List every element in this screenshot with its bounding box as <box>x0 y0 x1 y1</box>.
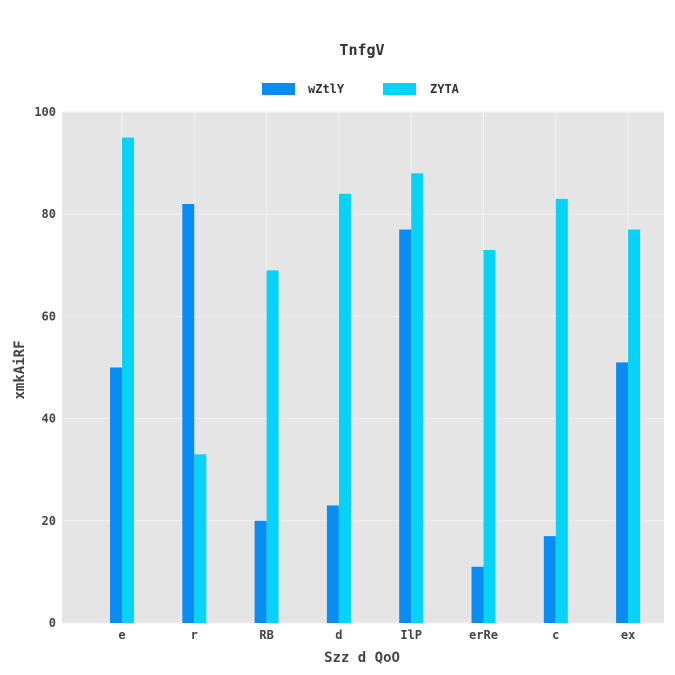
legend-swatch-ZYTA[interactable] <box>383 83 416 95</box>
bar-ZYTA-erRe[interactable] <box>484 250 496 623</box>
chart-title: TnfgV <box>339 41 384 59</box>
bar-wZtlY-IlP[interactable] <box>399 230 411 623</box>
y-tick-label: 0 <box>49 616 56 630</box>
x-tick-label: d <box>335 628 342 642</box>
y-tick-label: 60 <box>42 309 56 323</box>
y-tick-labels: 0 20 40 60 80 100 <box>34 105 56 630</box>
bar-wZtlY-RB[interactable] <box>255 521 267 623</box>
legend-label-wZtlY[interactable]: wZtlY <box>308 82 345 96</box>
bar-ZYTA-e[interactable] <box>122 138 134 623</box>
y-tick-label: 100 <box>34 105 56 119</box>
bar-ZYTA-r[interactable] <box>194 454 206 623</box>
x-tick-label: RB <box>259 628 273 642</box>
y-tick-label: 80 <box>42 207 56 221</box>
x-tick-labels: e r RB d IlP erRe c ex <box>118 628 635 642</box>
legend-label-ZYTA[interactable]: ZYTA <box>430 82 460 96</box>
y-tick-label: 20 <box>42 514 56 528</box>
bar-ZYTA-c[interactable] <box>556 199 568 623</box>
x-tick-label: r <box>191 628 198 642</box>
x-tick-label: ex <box>621 628 635 642</box>
x-tick-label: e <box>118 628 125 642</box>
bar-wZtlY-c[interactable] <box>544 536 556 623</box>
bar-ZYTA-ex[interactable] <box>628 230 640 623</box>
y-tick-label: 40 <box>42 412 56 426</box>
bar-wZtlY-r[interactable] <box>182 204 194 623</box>
bar-wZtlY-e[interactable] <box>110 368 122 624</box>
bar-ZYTA-IlP[interactable] <box>411 173 423 623</box>
legend-swatch-wZtlY[interactable] <box>262 83 295 95</box>
legend[interactable]: wZtlY ZYTA <box>262 82 460 96</box>
bar-wZtlY-d[interactable] <box>327 505 339 623</box>
plot-background <box>62 112 664 623</box>
y-axis-label: xmkAiRF <box>12 340 28 399</box>
x-tick-label: IlP <box>400 628 422 642</box>
bar-ZYTA-RB[interactable] <box>267 270 279 623</box>
bar-wZtlY-ex[interactable] <box>616 362 628 623</box>
x-axis-label: Szz d QoO <box>324 650 400 666</box>
bar-ZYTA-d[interactable] <box>339 194 351 623</box>
bar-wZtlY-erRe[interactable] <box>472 567 484 623</box>
x-tick-label: erRe <box>469 628 498 642</box>
x-tick-label: c <box>552 628 559 642</box>
